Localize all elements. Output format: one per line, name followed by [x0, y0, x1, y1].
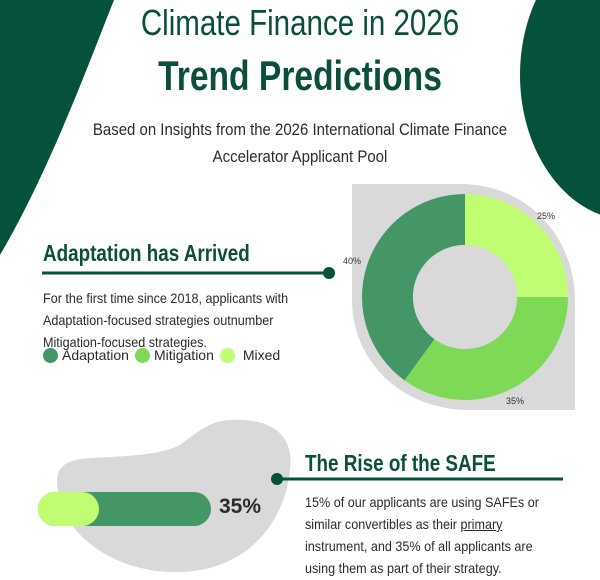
adaptation-heading: Adaptation has Arrived	[43, 240, 250, 266]
emphasis-primary: primary	[460, 516, 503, 532]
adaptation-divider	[42, 267, 335, 279]
right-decor-shape	[520, 0, 600, 215]
safe-bar-value: 35%	[219, 495, 262, 518]
donut-slice-adaptation	[362, 194, 465, 381]
legend-swatch-mixed	[219, 347, 235, 363]
page-title-line1: Climate Finance in 2026	[140, 2, 460, 43]
legend-label-mixed: Mixed	[242, 347, 281, 363]
left-decor-shape	[0, 0, 114, 255]
donut-label-mitigation: 35%	[506, 396, 525, 406]
donut-legend: Adaptation Mitigation Mixed	[43, 347, 286, 363]
page-title-line2: Trend Predictions	[158, 52, 442, 99]
donut-slice-mixed	[465, 194, 568, 297]
donut-label-mixed: 25%	[537, 211, 556, 221]
donut-slice-mitigation	[404, 297, 568, 400]
legend-item-adaptation: Adaptation	[43, 347, 129, 363]
page-subtitle: Based on Insights from the 2026 Internat…	[92, 120, 508, 166]
legend-item-mixed: Mixed	[219, 347, 281, 363]
safe-divider	[271, 473, 563, 485]
donut-label-adaptation: 40%	[343, 256, 362, 266]
safe-heading: The Rise of the SAFE	[305, 450, 496, 476]
legend-swatch-adaptation	[43, 347, 58, 363]
legend-swatch-mitigation	[134, 347, 150, 363]
donut-chart	[362, 194, 568, 400]
safe-body: 15% of our applicants are using SAFEs or…	[305, 494, 539, 576]
legend-label-mitigation: Mitigation	[153, 347, 214, 363]
safe-bar-fill	[38, 492, 99, 526]
legend-item-mitigation: Mitigation	[134, 347, 214, 363]
adaptation-body: For the first time since 2018, applicant…	[43, 290, 289, 350]
legend-label-adaptation: Adaptation	[62, 347, 129, 363]
